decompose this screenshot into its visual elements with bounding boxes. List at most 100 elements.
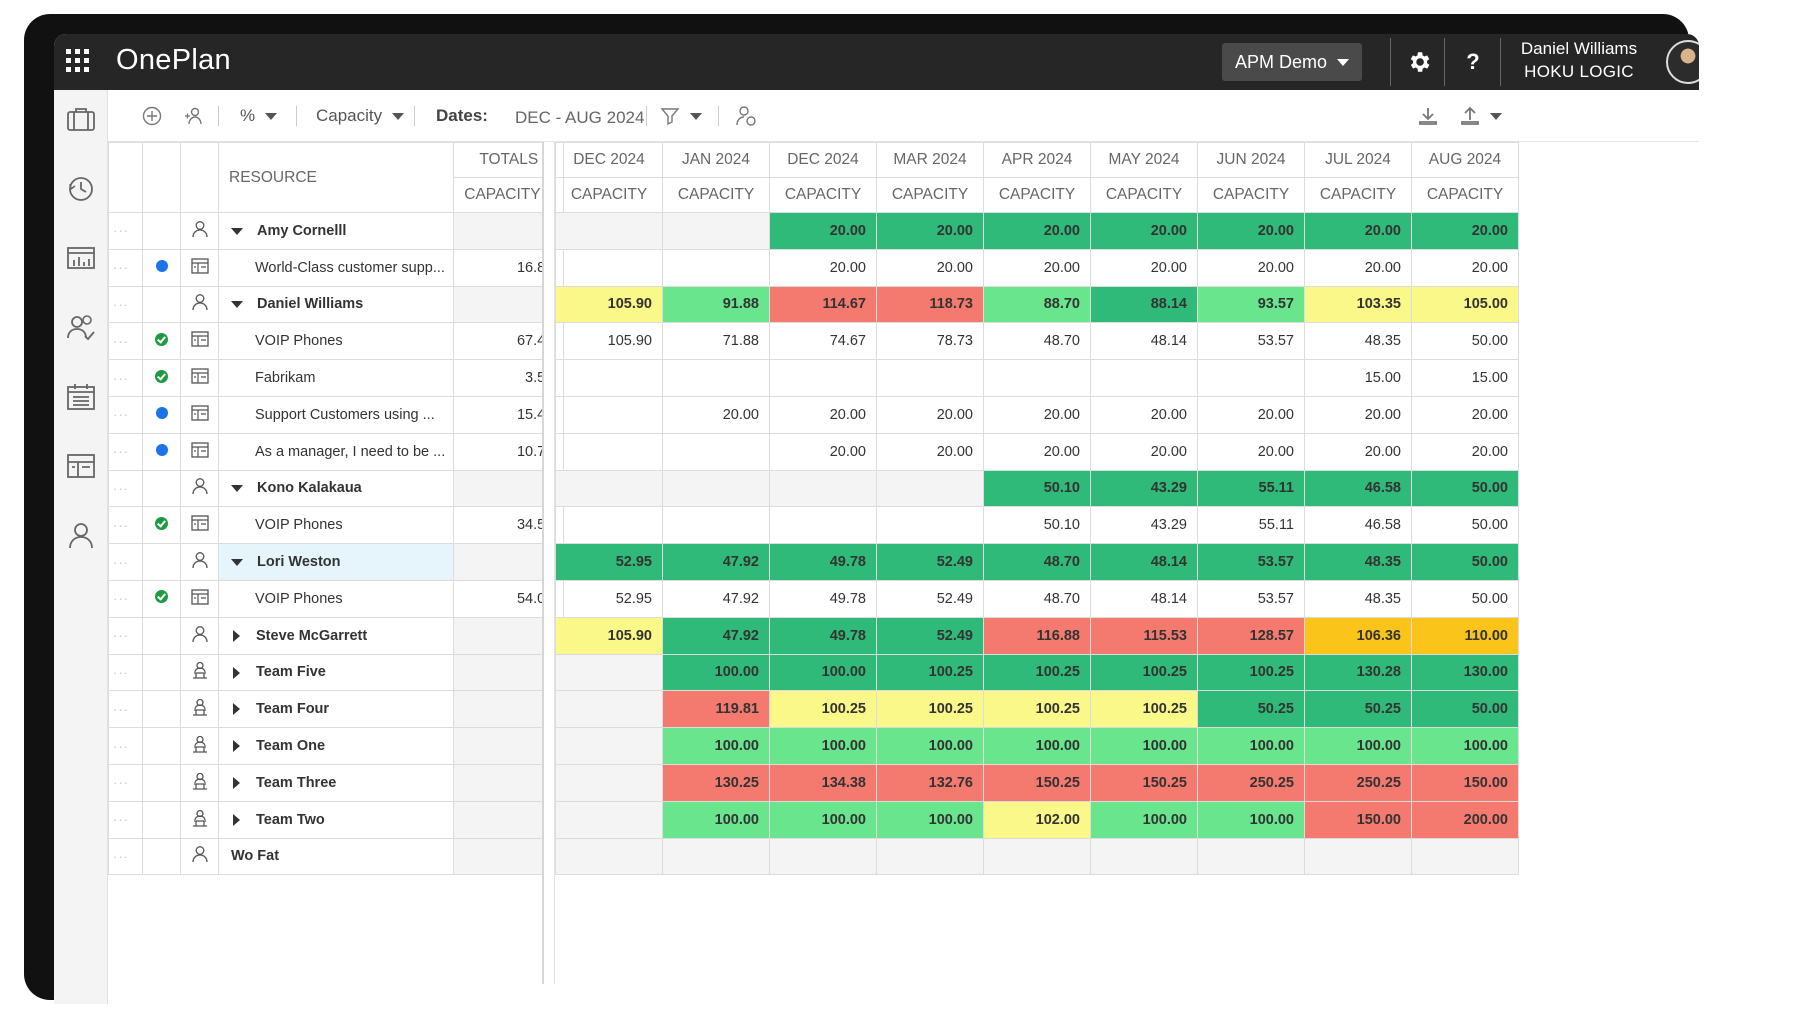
add-icon[interactable] [142,90,162,142]
capacity-cell[interactable] [662,212,770,250]
capacity-cell[interactable]: 250.25 [1197,763,1305,802]
capacity-cell[interactable]: 20.00 [1197,212,1305,250]
capacity-cell[interactable]: 100.00 [1090,727,1198,765]
capacity-cell[interactable]: 48.35 [1304,579,1412,618]
capacity-cell[interactable] [555,469,663,508]
table-row[interactable]: 100.00 100.00 100.00 102.00 100.00 100.00 150.… [555,800,1519,839]
capacity-cell[interactable]: 100.00 [983,727,1091,765]
table-row[interactable]: ··· Fabrikam 3.51 [108,359,565,397]
resource-column-header[interactable]: RESOURCE [217,142,455,213]
capacity-cell[interactable] [555,837,663,876]
pane-splitter[interactable] [542,142,555,1004]
capacity-cell[interactable]: 50.00 [1411,506,1519,545]
month-column-header[interactable]: MAY 2024 [1090,142,1198,178]
capacity-cell[interactable]: 46.58 [1304,469,1412,508]
row-menu-icon[interactable]: ··· [108,543,143,581]
capacity-cell[interactable] [769,506,877,545]
table-row[interactable]: ··· Support Customers using ... 15.46 [108,395,565,434]
month-capacity-header[interactable]: CAPACITY [662,177,770,213]
table-row[interactable]: 20.00 20.00 20.00 20.00 20.00 20.00 20.00 [555,212,1519,250]
capacity-cell[interactable]: 100.25 [1090,690,1198,729]
capacity-cell[interactable]: 52.49 [876,616,984,655]
capacity-cell[interactable]: 20.00 [1197,395,1305,434]
capacity-cell[interactable]: 106.36 [1304,616,1412,655]
capacity-cell[interactable]: 102.00 [983,800,1091,839]
briefcase-icon[interactable] [66,104,96,134]
horizontal-scrollbar[interactable] [108,984,1699,1004]
table-row[interactable]: 100.00 100.00 100.00 100.00 100.00 100.00 100.… [555,727,1519,765]
collapse-icon[interactable] [231,485,243,493]
capacity-cell[interactable] [662,248,770,287]
capacity-cell[interactable]: 50.00 [1411,579,1519,618]
capacity-cell[interactable]: 116.88 [983,616,1091,655]
capacity-cell[interactable]: 128.57 [1197,616,1305,655]
capacity-cell[interactable]: 55.11 [1197,469,1305,508]
capacity-cell[interactable] [876,506,984,545]
table-row[interactable]: ··· Wo Fat [108,837,565,876]
capacity-cell[interactable]: 50.00 [1411,322,1519,361]
capacity-cell[interactable]: 119.81 [662,690,770,729]
row-menu-icon[interactable]: ··· [108,837,143,876]
capacity-cell[interactable]: 20.00 [876,212,984,250]
capacity-cell[interactable]: 20.00 [1304,248,1412,287]
capacity-cell[interactable]: 50.10 [983,469,1091,508]
table-row[interactable]: 15.00 15.00 [555,359,1519,397]
capacity-cell[interactable]: 20.00 [1090,212,1198,250]
month-column-header[interactable]: APR 2024 [983,142,1091,178]
capacity-cell[interactable]: 46.58 [1304,506,1412,545]
month-column-header[interactable]: DEC 2024 [555,142,663,178]
table-row[interactable]: ··· VOIP Phones 67.47 [108,322,565,361]
month-capacity-header[interactable]: CAPACITY [983,177,1091,213]
capacity-cell[interactable]: 20.00 [1304,432,1412,471]
capacity-cell[interactable]: 20.00 [983,248,1091,287]
capacity-cell[interactable]: 88.14 [1090,285,1198,324]
capacity-cell[interactable]: 71.88 [662,322,770,361]
capacity-cell[interactable]: 114.67 [769,285,877,324]
row-menu-icon[interactable]: ··· [108,690,143,729]
capacity-cell[interactable]: 20.00 [662,395,770,434]
filter-dropdown[interactable] [660,90,702,142]
capacity-cell[interactable]: 100.00 [1411,727,1519,765]
table-row[interactable]: 50.10 43.29 55.11 46.58 50.00 [555,469,1519,508]
capacity-cell[interactable]: 47.92 [662,616,770,655]
capacity-cell[interactable]: 20.00 [1304,212,1412,250]
row-menu-icon[interactable]: ··· [108,616,143,655]
resource-name-cell[interactable]: Wo Fat [217,837,455,876]
capacity-cell[interactable] [769,469,877,508]
capacity-cell[interactable]: 100.25 [876,653,984,692]
table-row[interactable]: ··· World-Class customer supp... 16.88 [108,248,565,287]
capacity-cell[interactable] [555,359,663,397]
capacity-cell[interactable]: 110.00 [1411,616,1519,655]
capacity-cell[interactable]: 48.70 [983,322,1091,361]
resource-name-cell[interactable]: Team Three [217,763,455,802]
capacity-cell[interactable]: 43.29 [1090,506,1198,545]
capacity-cell[interactable]: 20.00 [769,432,877,471]
row-menu-icon[interactable]: ··· [108,432,143,471]
expand-icon[interactable] [233,666,240,679]
capacity-cell[interactable] [876,359,984,397]
capacity-cell[interactable]: 20.00 [876,248,984,287]
month-capacity-header[interactable]: CAPACITY [1304,177,1412,213]
capacity-cell[interactable]: 20.00 [876,432,984,471]
table-row[interactable]: 50.10 43.29 55.11 46.58 50.00 [555,506,1519,545]
capacity-cell[interactable] [555,248,663,287]
capacity-cell[interactable]: 100.25 [769,690,877,729]
month-capacity-header[interactable]: CAPACITY [555,177,663,213]
capacity-cell[interactable]: 132.76 [876,763,984,802]
capacity-cell[interactable] [1197,837,1305,876]
table-row[interactable]: ··· VOIP Phones 54.04 [108,579,565,618]
resources-icon[interactable] [66,312,96,342]
table-row[interactable]: ··· Amy Cornelll [108,212,565,250]
capacity-cell[interactable]: 105.90 [555,616,663,655]
download-icon[interactable] [1418,90,1438,142]
capacity-cell[interactable] [555,690,663,729]
capacity-cell[interactable]: 15.00 [1411,359,1519,397]
month-column-header[interactable]: DEC 2024 [769,142,877,178]
table-row[interactable]: 52.95 47.92 49.78 52.49 48.70 48.14 53.57 48.35… [555,543,1519,581]
capacity-cell[interactable]: 20.00 [983,432,1091,471]
capacity-cell[interactable] [555,395,663,434]
capacity-cell[interactable]: 53.57 [1197,322,1305,361]
capacity-cell[interactable] [662,432,770,471]
project-name-cell[interactable]: VOIP Phones [217,506,455,545]
capacity-cell[interactable]: 130.25 [662,763,770,802]
